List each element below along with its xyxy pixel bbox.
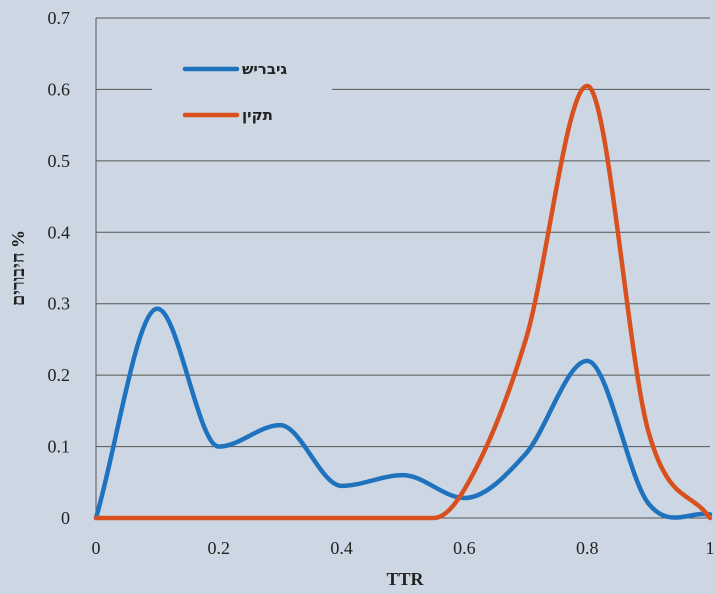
y-tick-label: 0.4 (48, 222, 71, 242)
legend: גיבריש תקין (152, 48, 332, 136)
series-lines (93, 83, 713, 521)
x-tick-label: 0.4 (330, 538, 353, 558)
y-axis-title: % חיבורים (8, 230, 28, 306)
legend-label: תקין (242, 106, 273, 124)
y-tick-label: 0.5 (48, 151, 71, 171)
x-tick-label: 0.8 (576, 538, 599, 558)
y-tick-label: 0.3 (48, 294, 71, 314)
x-tick-label: 0 (92, 538, 101, 558)
y-tick-label: 0.2 (48, 365, 71, 385)
x-tick-labels: 0 0.2 0.4 0.6 0.8 1 (92, 538, 715, 558)
y-tick-label: 0.6 (48, 79, 71, 99)
legend-background (152, 48, 332, 136)
y-tick-labels: 0 0.1 0.2 0.3 0.4 0.5 0.6 0.7 (48, 8, 71, 528)
series-line-1 (93, 83, 713, 521)
legend-label: גיבריש (242, 60, 287, 78)
y-tick-label: 0.1 (48, 437, 71, 457)
x-tick-label: 0.2 (208, 538, 231, 558)
y-tick-label: 0 (61, 508, 70, 528)
x-tick-label: 1 (706, 538, 715, 558)
x-tick-label: 0.6 (453, 538, 476, 558)
series-line-0 (93, 306, 713, 521)
x-axis-title: TTR (386, 569, 424, 589)
y-tick-label: 0.7 (48, 8, 71, 28)
